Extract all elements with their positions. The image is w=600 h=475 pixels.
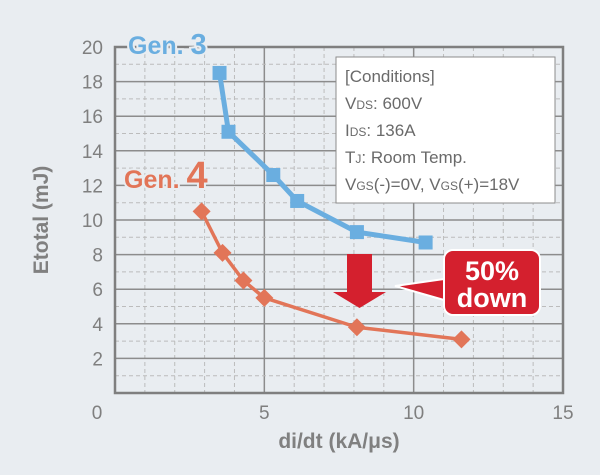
conditions-title: [Conditions]	[345, 67, 435, 86]
y-axis-label: Etotal (mJ)	[30, 166, 53, 275]
series	[192, 65, 471, 349]
y-tick-label: 12	[82, 176, 103, 197]
annotation-line2: down	[457, 283, 527, 313]
annotation-callout: 50% down	[394, 249, 541, 316]
y-tick-label: 6	[92, 280, 103, 301]
legend-gen3: Gen. 3	[128, 29, 207, 61]
y-tick-label: 18	[82, 73, 103, 94]
x-axis-label: di/dt (kA/μs)	[278, 430, 399, 453]
data-point-gen4	[192, 202, 211, 221]
annotation-line1: 50%	[465, 256, 519, 286]
data-point-gen4	[347, 318, 366, 337]
x-tick-label: 15	[552, 403, 573, 424]
x-tick-label: 5	[259, 403, 270, 424]
y-tick-label: 14	[82, 142, 104, 163]
series-line-gen4	[200, 210, 462, 342]
condition-ids: IDS: 136A	[345, 121, 416, 140]
y-tick-label: 16	[82, 107, 103, 128]
tick-labels: 0 5 10 15 2 4 6 8 10 12 14 16 18 20	[82, 38, 574, 424]
plot-frame	[113, 45, 565, 395]
data-point-gen3	[418, 235, 433, 250]
x-tick-label: 0	[92, 403, 103, 424]
data-point-gen4	[213, 243, 232, 262]
legend-gen4: Gen. 4	[124, 155, 208, 197]
data-point-gen3	[221, 124, 236, 139]
series-line-gen3	[217, 72, 426, 245]
data-point-gen4	[255, 288, 274, 307]
condition-tj: TJ: Room Temp.	[345, 148, 467, 167]
data-point-gen4	[452, 330, 471, 349]
condition-vds: VDS: 600V	[345, 94, 423, 113]
reduction-arrow	[333, 254, 386, 308]
x-tick-label: 10	[403, 403, 424, 424]
y-tick-label: 4	[92, 315, 103, 336]
data-point-gen4	[234, 271, 253, 290]
y-tick-label: 20	[82, 38, 103, 59]
y-tick-label: 8	[92, 246, 103, 267]
data-point-gen3	[212, 65, 227, 80]
conditions-box: [Conditions] VDS: 600V IDS: 136A TJ: Roo…	[335, 56, 556, 204]
data-point-gen3	[349, 225, 364, 240]
y-tick-label: 2	[92, 349, 103, 370]
data-point-gen3	[290, 193, 305, 208]
y-tick-label: 10	[82, 211, 103, 232]
condition-vgs: VGS(-)=0V, VGS(+)=18V	[345, 175, 520, 194]
data-point-gen3	[266, 168, 281, 183]
